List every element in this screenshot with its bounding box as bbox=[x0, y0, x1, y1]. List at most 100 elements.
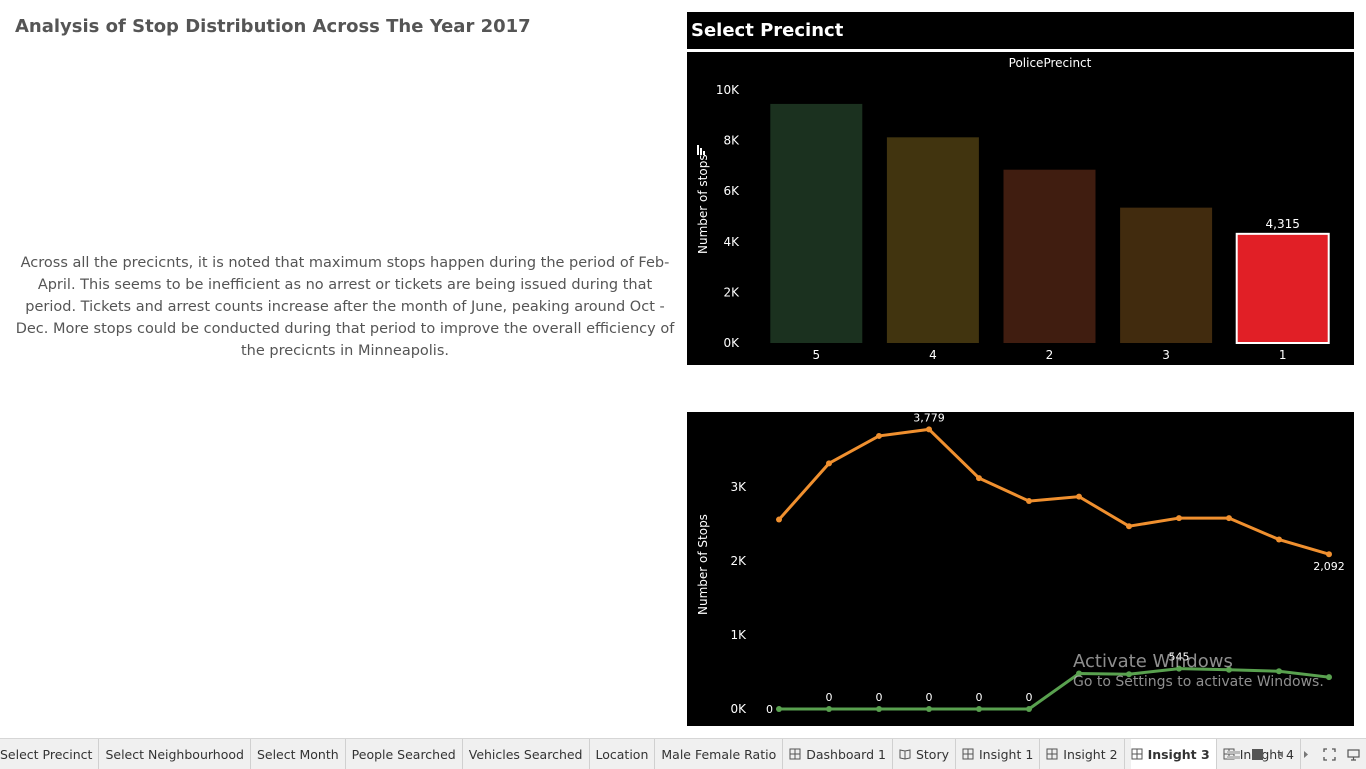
line-point[interactable] bbox=[926, 426, 932, 433]
line-point[interactable] bbox=[1176, 665, 1182, 672]
line-point[interactable] bbox=[976, 706, 982, 712]
tab-label: Vehicles Searched bbox=[468, 746, 583, 762]
tab-location[interactable]: Location bbox=[596, 739, 656, 769]
bar-precinct-2[interactable] bbox=[1003, 169, 1096, 343]
filmstrip-icon[interactable] bbox=[1227, 748, 1240, 761]
line-series-1 bbox=[777, 427, 1330, 556]
tab-label: Insight 2 bbox=[1063, 746, 1118, 762]
line-y-axis-label: Number of Stops bbox=[696, 514, 710, 615]
bar-precinct-5[interactable] bbox=[770, 103, 863, 343]
stops-line-chart[interactable]: Number of Stops 0K 1K 2K 3K 3,779 2,092 0 0 0 0 0 0 5… bbox=[687, 411, 1354, 726]
bar-precinct-1[interactable] bbox=[1235, 232, 1330, 345]
bar-y-tick-label: 6K bbox=[723, 184, 740, 198]
line-data-label: 545 bbox=[1169, 651, 1190, 664]
bar-precinct-4[interactable] bbox=[886, 137, 979, 343]
tab-label: Select Neighbourhood bbox=[105, 746, 244, 762]
tab-insight-2[interactable]: Insight 2 bbox=[1046, 739, 1125, 769]
line-point[interactable] bbox=[876, 706, 882, 712]
dashboard-icon bbox=[1046, 748, 1058, 760]
line-point[interactable] bbox=[1076, 670, 1082, 677]
tab-insight-1[interactable]: Insight 1 bbox=[962, 739, 1041, 769]
activate-windows-watermark: Activate Windows Go to Settings to activ… bbox=[1073, 651, 1324, 690]
tab-story[interactable]: Story bbox=[899, 739, 956, 769]
line-point[interactable] bbox=[1176, 515, 1182, 522]
dashboard-icon bbox=[1131, 748, 1143, 760]
line-y-tick-label: 1K bbox=[730, 628, 747, 642]
bar-x-tick-label: 1 bbox=[1279, 348, 1287, 362]
tab-male-female-ratio[interactable]: Male Female Ratio bbox=[661, 739, 784, 769]
bar-y-axis-label: Number of stops bbox=[696, 154, 710, 254]
line-point[interactable] bbox=[1126, 671, 1132, 678]
tab-label: Location bbox=[595, 746, 649, 762]
tab-label: Select Month bbox=[256, 746, 339, 762]
line-point[interactable] bbox=[776, 516, 782, 523]
tab-vehicles-searched[interactable]: Vehicles Searched bbox=[469, 739, 590, 769]
line-data-label: 0 bbox=[926, 691, 933, 704]
bar-x-tick-label: 5 bbox=[812, 348, 820, 362]
line-point[interactable] bbox=[776, 706, 782, 712]
tab-select-month[interactable]: Select Month bbox=[257, 739, 346, 769]
insight-text: Across all the precicnts, it is noted th… bbox=[15, 255, 675, 359]
watermark-subtitle: Go to Settings to activate Windows. bbox=[1073, 674, 1324, 690]
bar-chart-title: PolicePrecinct bbox=[1009, 56, 1092, 70]
single-sheet-icon[interactable] bbox=[1251, 748, 1264, 761]
precinct-bar-svg[interactable]: PolicePrecinct Number of stops 0K 2K 4K 6K 8K 1… bbox=[687, 52, 1354, 365]
stops-line-svg[interactable]: Number of Stops 0K 1K 2K 3K 3,779 2,092 0 0 0 0 0 0 5… bbox=[687, 411, 1354, 726]
tab-dashboard-1[interactable]: Dashboard 1 bbox=[789, 739, 893, 769]
tab-label: Story bbox=[915, 746, 949, 762]
line-data-label: 0 bbox=[976, 691, 983, 704]
line-data-label: 3,779 bbox=[913, 412, 945, 424]
presentation-icon[interactable] bbox=[1347, 748, 1360, 761]
bar-x-tick-label: 2 bbox=[1046, 348, 1054, 362]
dashboard-icon bbox=[789, 748, 801, 760]
tab-label: Dashboard 1 bbox=[806, 746, 886, 762]
bar-y-tick-label: 4K bbox=[723, 235, 740, 249]
bar-precinct-3[interactable] bbox=[1120, 207, 1213, 343]
sheet-tabs: Select Precinct Select Neighbourhood Selec… bbox=[0, 739, 1307, 769]
bar-y-tick-label: 10K bbox=[716, 83, 740, 97]
line-point[interactable] bbox=[826, 460, 832, 467]
line-point[interactable] bbox=[1026, 498, 1032, 505]
line-data-label: 2,092 bbox=[1313, 560, 1345, 573]
page-title: Analysis of Stop Distribution Across The… bbox=[15, 16, 531, 37]
bar-y-tick-label: 0K bbox=[723, 336, 740, 350]
line-point[interactable] bbox=[1276, 668, 1282, 675]
precinct-bar-chart[interactable]: PolicePrecinct Number of stops 0K 2K 4K 6K 8K 1… bbox=[687, 52, 1354, 365]
line-point[interactable] bbox=[926, 706, 932, 712]
line-point[interactable] bbox=[1326, 674, 1332, 681]
next-arrow-icon[interactable] bbox=[1299, 748, 1312, 761]
dashboard-icon bbox=[962, 748, 974, 760]
tab-select-neighbourhood[interactable]: Select Neighbourhood bbox=[105, 739, 251, 769]
tab-controls bbox=[1227, 739, 1360, 769]
bar-data-label: 4,315 bbox=[1266, 217, 1300, 231]
line-point[interactable] bbox=[1026, 706, 1032, 712]
tab-label: Insight 1 bbox=[979, 746, 1034, 762]
line-point[interactable] bbox=[826, 706, 832, 712]
line-y-tick-label: 0K bbox=[730, 702, 747, 716]
bar-y-tick-label: 8K bbox=[723, 134, 740, 148]
bar-x-tick-label: 3 bbox=[1162, 348, 1170, 362]
tab-select-precinct[interactable]: Select Precinct bbox=[0, 739, 100, 769]
prev-arrow-icon[interactable] bbox=[1275, 748, 1288, 761]
line-point[interactable] bbox=[1226, 666, 1232, 673]
line-y-tick-label: 3K bbox=[730, 480, 747, 494]
line-point[interactable] bbox=[1126, 523, 1132, 530]
line-point[interactable] bbox=[1226, 515, 1232, 522]
line-data-label: 0 bbox=[876, 691, 883, 704]
line-point[interactable] bbox=[976, 475, 982, 482]
fullscreen-icon[interactable] bbox=[1323, 747, 1336, 761]
sort-icon[interactable] bbox=[697, 145, 705, 155]
line-data-label: 0 bbox=[766, 703, 773, 716]
line-point[interactable] bbox=[1276, 536, 1282, 543]
line-y-tick-label: 2K bbox=[730, 554, 747, 568]
story-icon bbox=[899, 749, 911, 760]
line-point[interactable] bbox=[1326, 551, 1332, 558]
watermark-title: Activate Windows bbox=[1073, 651, 1233, 672]
bar-y-tick-label: 2K bbox=[723, 285, 740, 299]
tab-people-searched[interactable]: People Searched bbox=[352, 739, 463, 769]
tab-insight-3[interactable]: Insight 3 bbox=[1130, 739, 1217, 769]
line-point[interactable] bbox=[876, 432, 882, 439]
line-data-label: 0 bbox=[826, 691, 833, 704]
tab-label: People Searched bbox=[351, 746, 456, 762]
line-point[interactable] bbox=[1076, 493, 1082, 500]
